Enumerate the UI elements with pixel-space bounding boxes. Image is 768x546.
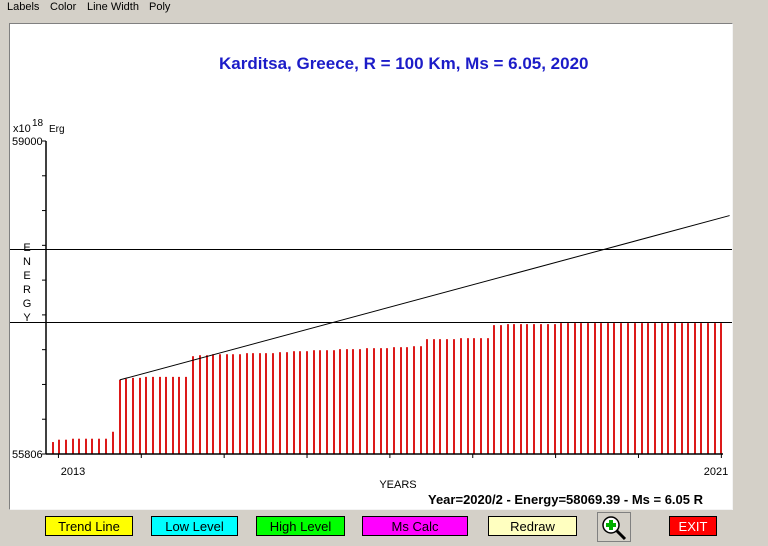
menu-item-line-width[interactable]: Line Width [87,1,139,13]
exit-button[interactable]: EXIT [669,516,717,536]
x-tick-label-end: 2021 [704,466,728,478]
unit-exponent: 18 [32,118,44,129]
y-axis-letter: R [23,284,31,296]
y-axis-letter: G [23,298,32,310]
y-tick-label-bottom: 55806 [12,449,43,461]
energy-chart: Karditsa, Greece, R = 100 Km, Ms = 6.05,… [10,54,732,507]
trend-line [119,215,730,381]
unit-prefix: x10 [13,123,31,135]
window-edge [763,0,768,545]
y-axis-letter: E [23,242,30,254]
menu-item-labels[interactable]: Labels [7,1,40,13]
menu-item-color[interactable]: Color [50,1,77,13]
zoom-in-icon [602,516,627,541]
y-axis-letter: N [23,256,31,268]
zoom-button[interactable] [597,512,631,542]
y-tick-label-top: 59000 [12,136,43,148]
menu-bar: Labels Color Line Width Poly [0,0,768,16]
plot-panel: Karditsa, Greece, R = 100 Km, Ms = 6.05,… [9,23,733,510]
x-axis-label: YEARS [379,479,416,491]
unit-label: Erg [49,124,65,135]
y-axis-letter: E [23,270,30,282]
x-tick-label-start: 2013 [61,466,85,478]
status-readout: Year=2020/2 - Energy=58069.39 - Ms = 6.0… [428,492,704,507]
trend-line-button[interactable]: Trend Line [45,516,133,536]
redraw-button[interactable]: Redraw [488,516,577,536]
high-level-button[interactable]: High Level [256,516,345,536]
low-level-button[interactable]: Low Level [151,516,238,536]
chart-title: Karditsa, Greece, R = 100 Km, Ms = 6.05,… [219,54,589,73]
y-axis-letter: Y [23,312,31,324]
menu-item-poly[interactable]: Poly [149,1,171,13]
ms-calc-button[interactable]: Ms Calc [362,516,468,536]
